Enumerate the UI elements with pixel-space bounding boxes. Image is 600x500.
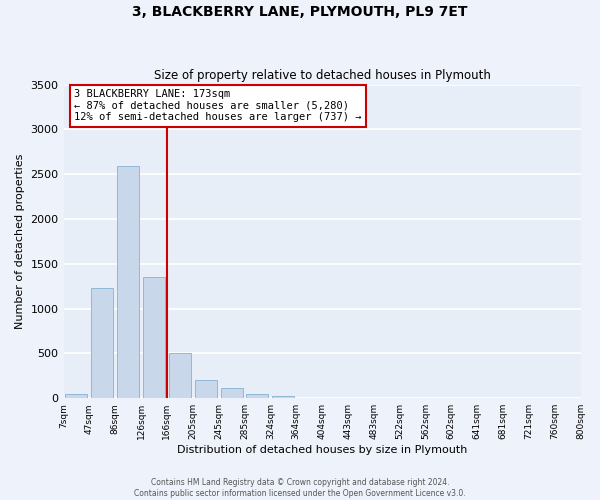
Text: Contains HM Land Registry data © Crown copyright and database right 2024.
Contai: Contains HM Land Registry data © Crown c… (134, 478, 466, 498)
Bar (195, 380, 217, 398)
Bar (169, 354, 191, 398)
Bar (143, 277, 165, 398)
Y-axis label: Number of detached properties: Number of detached properties (15, 154, 25, 329)
X-axis label: Distribution of detached houses by size in Plymouth: Distribution of detached houses by size … (177, 445, 467, 455)
Bar (272, 396, 294, 398)
Title: Size of property relative to detached houses in Plymouth: Size of property relative to detached ho… (154, 69, 490, 82)
Bar (65, 394, 88, 398)
Bar (91, 288, 113, 398)
Text: 3 BLACKBERRY LANE: 173sqm
← 87% of detached houses are smaller (5,280)
12% of se: 3 BLACKBERRY LANE: 173sqm ← 87% of detac… (74, 90, 361, 122)
Bar (221, 388, 242, 398)
Bar (117, 166, 139, 398)
Bar (247, 394, 268, 398)
Text: 3, BLACKBERRY LANE, PLYMOUTH, PL9 7ET: 3, BLACKBERRY LANE, PLYMOUTH, PL9 7ET (132, 5, 468, 19)
